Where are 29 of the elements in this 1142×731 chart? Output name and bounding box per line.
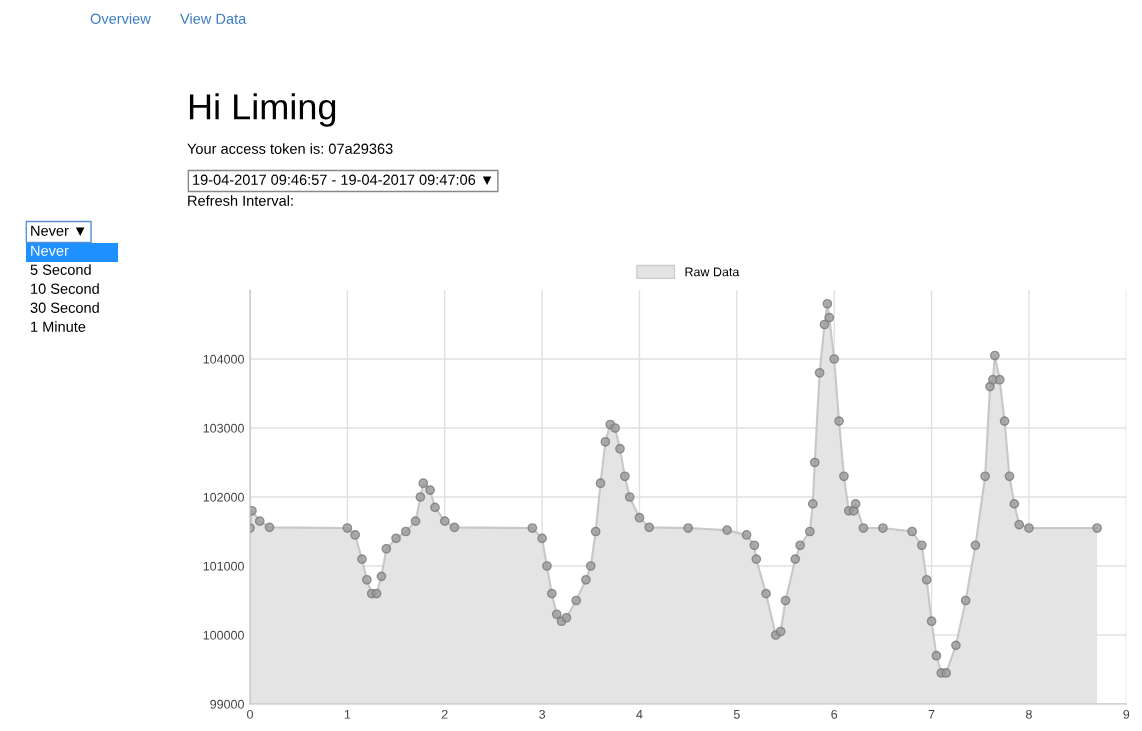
x-tick-label: 2 [441, 709, 448, 719]
text: View Data [180, 13, 247, 24]
text: 5 Second [30, 264, 91, 275]
x-tick-label: 7 [928, 710, 935, 719]
legend-label: Raw Data [685, 267, 740, 277]
y-tick-label: 104000 [203, 354, 244, 364]
text: Never ▼ [31, 225, 85, 236]
y-tick-label: 99000 [210, 699, 244, 709]
x-tick-label: 3 [539, 709, 546, 719]
x-tick-label: 8 [1026, 709, 1032, 719]
x-tick-label: 5 [733, 710, 740, 719]
x-tick-label: 1 [344, 710, 351, 719]
text: Refresh Interval: [188, 195, 293, 206]
x-tick-label: 4 [636, 710, 643, 719]
chart-title: Hi Liming [189, 93, 336, 127]
chart-subtitle: Your access token is: 07a29363 [187, 143, 393, 154]
text: 19-04-2017 09:46:57 - 19-04-2017 09:47:06 ▼ [193, 174, 492, 185]
x-tick-label: 6 [831, 709, 838, 719]
text: 1 Minute [31, 321, 86, 332]
y-tick-label: 100000 [203, 630, 244, 640]
text: 30 Second [30, 302, 99, 313]
text: Never [31, 245, 69, 256]
text: 10 Second [31, 283, 99, 294]
y-tick-label: 101000 [203, 561, 244, 571]
x-tick-label: 9 [1123, 709, 1130, 719]
y-tick-label: 102000 [203, 492, 244, 502]
text: Overview [90, 13, 151, 24]
x-tick-label: 0 [247, 709, 253, 719]
y-tick-label: 103000 [203, 423, 244, 433]
